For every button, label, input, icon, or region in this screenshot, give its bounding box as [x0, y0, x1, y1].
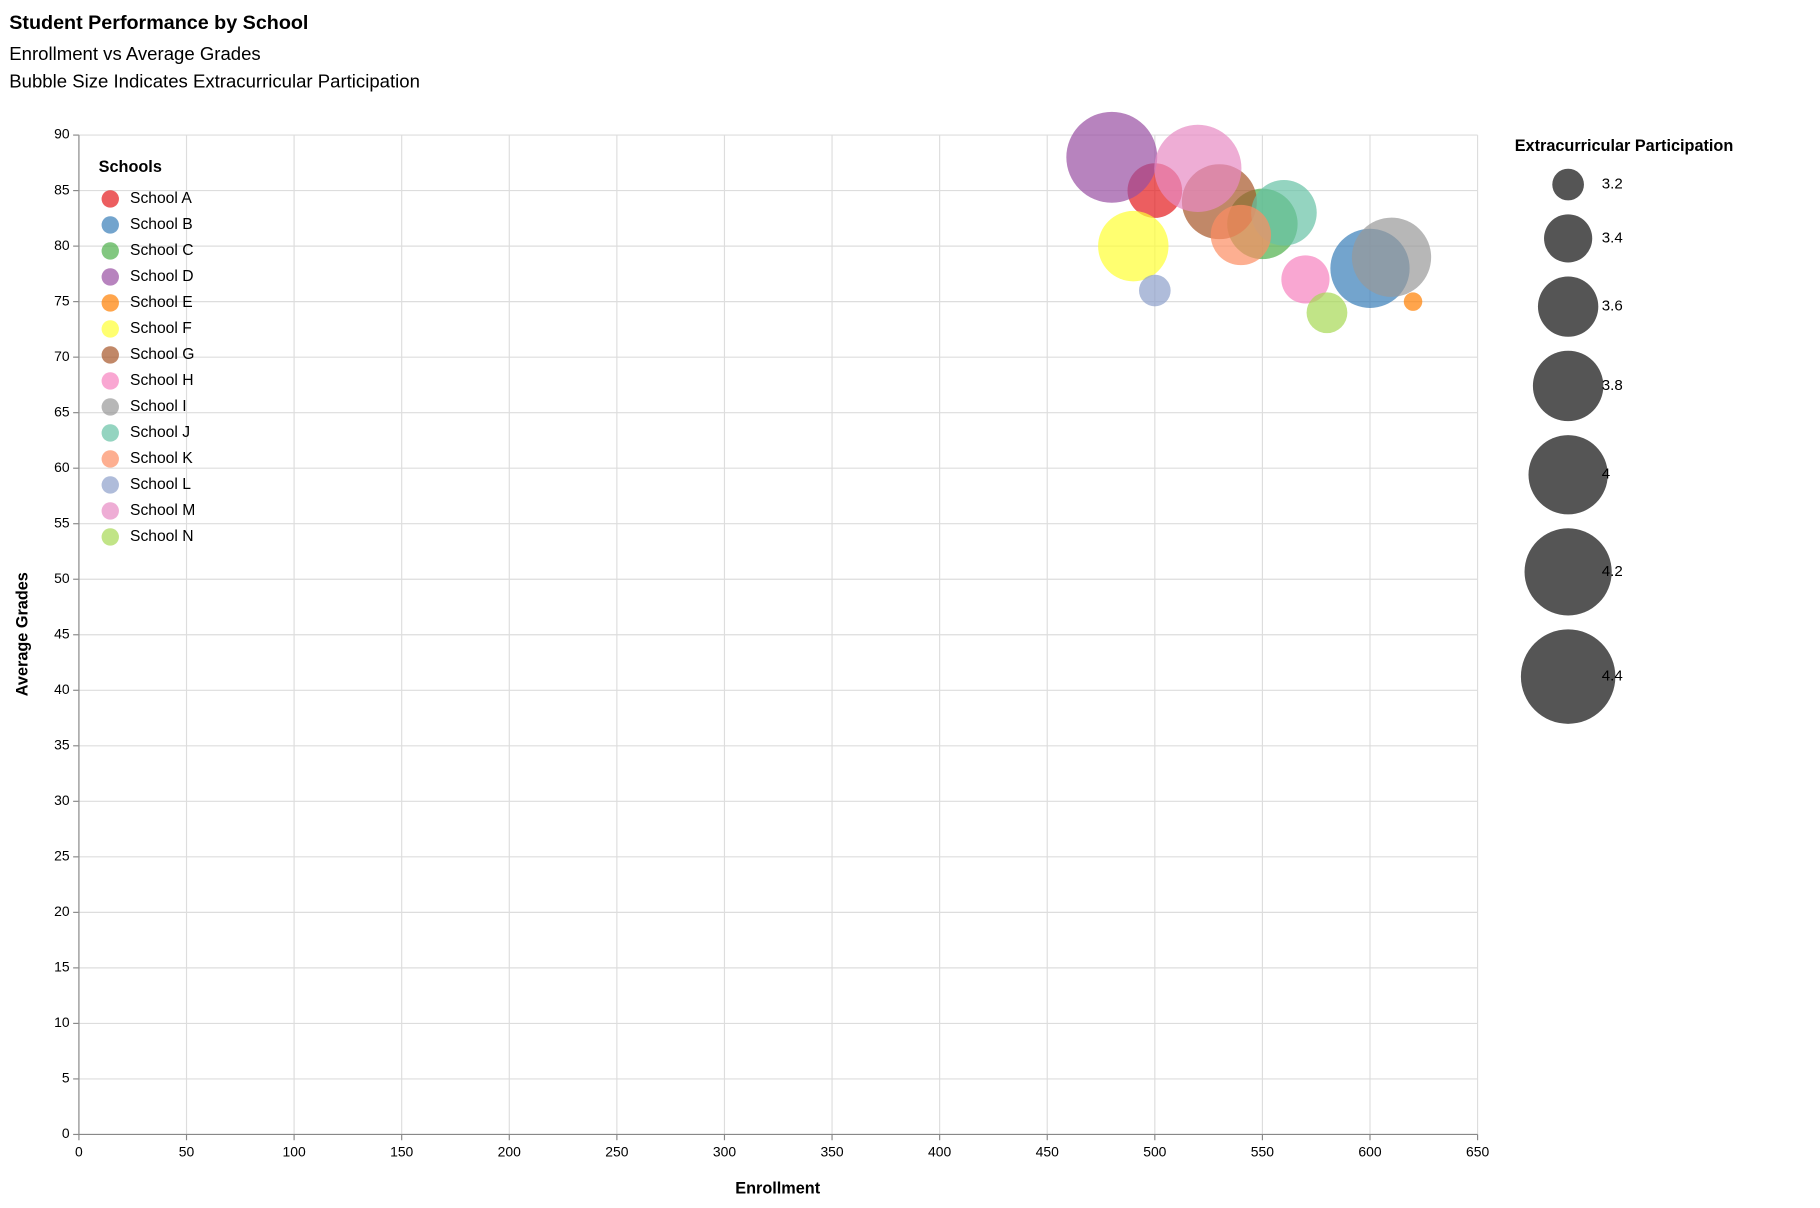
x-tick-label: 350: [820, 1144, 843, 1160]
y-tick-label: 65: [54, 403, 70, 419]
x-tick-label: 100: [283, 1144, 306, 1160]
size-legend-circle: [1524, 528, 1612, 616]
legend-label: School I: [130, 398, 187, 415]
x-tick-label: 300: [713, 1144, 736, 1160]
legend-swatch: [101, 190, 119, 208]
y-tick-label: 45: [54, 625, 70, 641]
y-tick-label: 35: [54, 736, 70, 752]
x-tick-label: 550: [1251, 1144, 1274, 1160]
y-tick-label: 5: [62, 1070, 70, 1086]
legend-swatch: [101, 398, 119, 416]
bubble: [1281, 255, 1330, 304]
legend-title: Schools: [99, 158, 162, 176]
legend-label: School C: [130, 242, 194, 259]
x-tick-label: 450: [1036, 1144, 1059, 1160]
legend-swatch: [101, 242, 119, 260]
legend-label: School E: [130, 294, 193, 311]
size-legend-label: 3.6: [1602, 298, 1623, 315]
size-legend-label: 4: [1602, 466, 1610, 483]
size-legend-circle: [1552, 168, 1584, 201]
legend-label: School L: [130, 476, 191, 493]
size-legend-circle: [1537, 276, 1599, 337]
legend-swatch: [101, 268, 119, 286]
x-tick-label: 50: [179, 1144, 195, 1160]
x-tick-label: 500: [1143, 1144, 1166, 1160]
legend-swatch: [101, 294, 119, 312]
y-tick-label: 25: [54, 848, 70, 864]
bubble: [1154, 124, 1242, 212]
bubble: [1306, 292, 1348, 334]
chart-subtitle: Bubble Size Indicates Extracurricular Pa…: [9, 71, 420, 92]
size-legend-label: 3.2: [1602, 176, 1623, 193]
chart-title: Student Performance by School: [9, 12, 308, 34]
x-tick-label: 200: [498, 1144, 521, 1160]
y-tick-label: 85: [54, 181, 70, 197]
size-legend-circle: [1528, 435, 1608, 515]
x-tick-label: 0: [75, 1144, 83, 1160]
legend-label: School F: [130, 320, 192, 337]
legend-swatch: [101, 450, 119, 468]
y-tick-label: 10: [54, 1014, 70, 1030]
bubble: [1098, 210, 1169, 282]
legend-swatch: [101, 476, 119, 494]
legend-label: School H: [130, 372, 194, 389]
x-tick-label: 150: [390, 1144, 413, 1160]
chart-subtitle: Enrollment vs Average Grades: [9, 43, 260, 64]
legend-label: School G: [130, 346, 194, 363]
y-axis-label: Average Grades: [14, 572, 32, 696]
legend-swatch: [101, 216, 119, 234]
size-legend-label: 3.4: [1602, 229, 1623, 246]
x-tick-label: 400: [928, 1144, 951, 1160]
bubble: [1210, 204, 1272, 266]
bubble: [1403, 292, 1423, 311]
x-tick-label: 650: [1466, 1144, 1489, 1160]
legend-label: School B: [130, 216, 193, 233]
legend-swatch: [101, 528, 119, 546]
size-legend-label: 4.2: [1602, 563, 1623, 580]
y-tick-label: 80: [54, 237, 70, 253]
size-legend-title: Extracurricular Participation: [1515, 137, 1734, 155]
legend-swatch: [101, 424, 119, 442]
y-tick-label: 15: [54, 959, 70, 975]
x-tick-label: 600: [1358, 1144, 1381, 1160]
bubble: [1066, 111, 1158, 203]
y-tick-label: 55: [54, 514, 70, 530]
y-tick-label: 0: [62, 1125, 70, 1141]
legend-swatch: [101, 372, 119, 390]
y-tick-label: 75: [54, 292, 70, 308]
legend-swatch: [101, 346, 119, 364]
legend-label: School N: [130, 528, 194, 545]
y-tick-label: 50: [54, 570, 70, 586]
legend-label: School J: [130, 424, 190, 441]
bubble: [1351, 217, 1432, 297]
size-legend-circle: [1532, 350, 1604, 422]
size-legend-label: 4.4: [1602, 668, 1623, 685]
legend-label: School D: [130, 268, 194, 285]
y-tick-label: 90: [54, 126, 70, 142]
x-axis-label: Enrollment: [735, 1179, 820, 1197]
y-tick-label: 30: [54, 792, 70, 808]
y-tick-label: 20: [54, 903, 70, 919]
legend-label: School K: [130, 450, 193, 467]
y-tick-label: 70: [54, 348, 70, 364]
size-legend-label: 3.8: [1602, 377, 1623, 394]
y-tick-label: 40: [54, 681, 70, 697]
legend-swatch: [101, 320, 119, 338]
bubble: [1138, 274, 1171, 307]
y-tick-label: 60: [54, 459, 70, 475]
size-legend-circle: [1544, 214, 1593, 263]
x-tick-label: 250: [605, 1144, 628, 1160]
legend-label: School M: [130, 502, 195, 519]
legend-swatch: [101, 502, 119, 520]
size-legend-circle: [1520, 629, 1616, 724]
legend-label: School A: [130, 190, 192, 207]
